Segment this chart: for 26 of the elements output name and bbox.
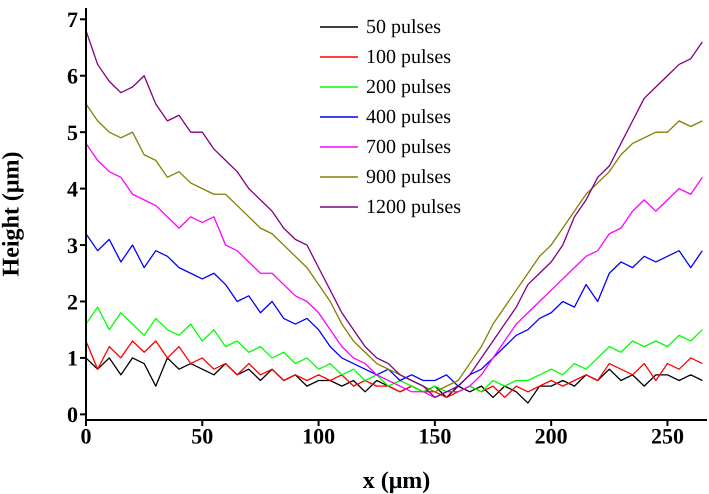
y-tick-label: 0 — [67, 402, 78, 428]
legend-label: 50 pulses — [366, 15, 441, 40]
x-tick-label: 50 — [191, 424, 214, 449]
legend-label: 100 pulses — [366, 45, 451, 70]
y-tick-label: 3 — [67, 232, 78, 258]
x-tick-label: 250 — [650, 424, 684, 449]
y-axis-title: Height (μm) — [0, 152, 25, 276]
legend-label: 1200 pulses — [366, 195, 461, 220]
line-series — [86, 103, 703, 392]
x-tick-label: 200 — [534, 424, 568, 449]
x-tick-label: 100 — [302, 424, 336, 449]
line-series — [86, 233, 703, 387]
legend-label: 900 pulses — [366, 165, 451, 190]
x-axis-title: x (μm) — [362, 468, 430, 494]
y-tick-label: 4 — [67, 176, 78, 202]
legend-label: 700 pulses — [366, 135, 451, 160]
line-series — [86, 340, 703, 398]
y-tick-label: 6 — [67, 64, 78, 89]
y-tick-label: 7 — [67, 7, 78, 32]
line-series — [86, 306, 703, 392]
y-tick-label: 1 — [67, 346, 78, 371]
x-tick-label: 150 — [418, 424, 452, 449]
legend-label: 400 pulses — [366, 105, 451, 130]
legend-label: 200 pulses — [366, 75, 451, 100]
y-tick-label: 5 — [67, 120, 78, 145]
y-tick-label: 2 — [67, 289, 78, 314]
